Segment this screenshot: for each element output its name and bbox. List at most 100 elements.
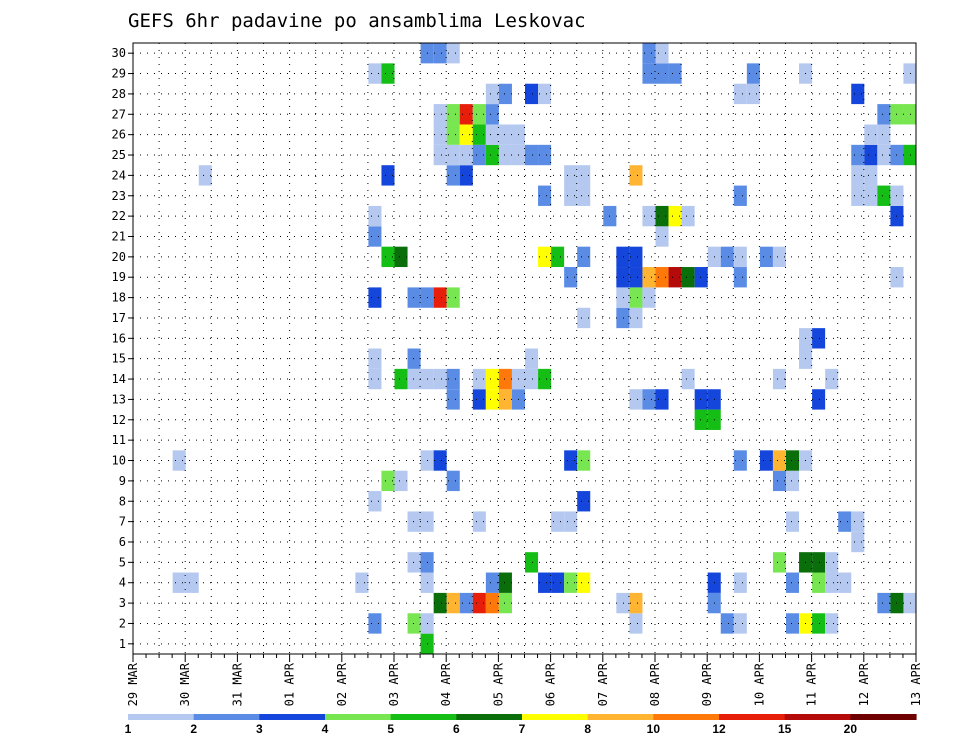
heatmap-cell — [616, 246, 630, 268]
heatmap-cell — [733, 613, 747, 634]
heatmap-cell — [172, 572, 186, 593]
heatmap-cell — [498, 83, 512, 105]
heatmap-cell — [551, 246, 565, 268]
x-tick-label: 12 APR — [857, 662, 871, 706]
y-tick-label: 3 — [119, 596, 126, 610]
heatmap-cell — [446, 368, 460, 390]
heatmap-cell — [825, 572, 839, 593]
y-tick-label: 29 — [112, 67, 126, 81]
legend-color-swatch — [456, 714, 523, 720]
heatmap-cell — [446, 592, 460, 614]
heatmap-cell — [525, 83, 539, 105]
y-tick-label: 11 — [112, 433, 126, 447]
heatmap-cell — [472, 104, 486, 125]
legend-label: 20 — [844, 722, 858, 736]
heatmap-cell — [525, 552, 539, 573]
y-tick-label: 19 — [112, 270, 126, 284]
heatmap-cell — [498, 389, 512, 410]
heatmap-cell — [564, 267, 578, 288]
y-tick-label: 12 — [112, 413, 126, 427]
legend-color-swatch — [784, 714, 851, 720]
heatmap-cell — [786, 572, 800, 593]
heatmap-cell — [446, 43, 460, 64]
legend-color-swatch — [259, 714, 326, 720]
x-axis: 29 MAR 30 MAR 31 MAR 01 APR 02 APR 03 APR 04 A… — [126, 654, 923, 706]
heatmap-cell — [485, 572, 499, 593]
heatmap-cell — [864, 165, 878, 186]
heatmap-cell — [407, 368, 421, 390]
heatmap-cell — [629, 307, 643, 329]
x-tick-label: 08 APR — [648, 662, 662, 706]
heatmap-cell — [903, 592, 916, 614]
heatmap-cell — [694, 389, 708, 410]
heatmap-cell — [629, 165, 643, 186]
heatmap-cell — [877, 144, 891, 166]
x-tick-label: 10 APR — [752, 662, 766, 706]
heatmap-cell — [642, 205, 656, 227]
heatmap-cell — [694, 409, 708, 430]
y-tick-label: 23 — [112, 189, 126, 203]
legend-color-swatch — [653, 714, 720, 720]
heatmap-cell — [172, 450, 186, 471]
heatmap-cell — [564, 572, 578, 593]
heatmap-cell — [733, 572, 747, 593]
heatmap-cell — [733, 450, 747, 471]
heatmap-cell — [368, 491, 382, 512]
y-tick-label: 13 — [112, 392, 126, 406]
heatmap-cell — [433, 124, 447, 145]
heatmap-cell — [446, 287, 460, 308]
heatmap-cell — [446, 124, 460, 145]
heatmap-cell — [485, 83, 499, 105]
heatmap-cell — [642, 63, 656, 84]
legend-color-swatch — [390, 714, 457, 720]
heatmap-cell — [681, 368, 695, 390]
x-tick-label: 31 MAR — [230, 662, 244, 706]
heatmap-cells — [172, 43, 916, 654]
heatmap-cell — [629, 613, 643, 634]
y-tick-label: 24 — [112, 168, 126, 182]
heatmap-cell — [538, 246, 552, 268]
heatmap-cell — [851, 185, 865, 206]
x-tick-label: 06 APR — [544, 662, 558, 706]
y-tick-label: 18 — [112, 291, 126, 305]
heatmap-cell — [733, 246, 747, 268]
x-tick-label: 01 APR — [283, 662, 297, 706]
heatmap-cell — [407, 348, 421, 369]
heatmap-cell — [772, 246, 786, 268]
heatmap-cell — [772, 368, 786, 390]
heatmap-cell — [577, 165, 591, 186]
heatmap-cell — [472, 389, 486, 410]
heatmap-cell — [433, 43, 447, 64]
y-tick-label: 2 — [119, 616, 126, 630]
y-tick-label: 15 — [112, 352, 126, 366]
heatmap-cell — [577, 491, 591, 512]
heatmap-cell — [407, 287, 421, 308]
heatmap-cell — [381, 246, 395, 268]
heatmap-cell — [381, 63, 395, 84]
heatmap-cell — [694, 267, 708, 288]
heatmap-cell — [655, 63, 669, 84]
heatmap-cell — [446, 165, 460, 186]
heatmap-cell — [433, 368, 447, 390]
legend-label: 4 — [322, 722, 329, 736]
heatmap-cell — [772, 470, 786, 492]
x-tick-label: 29 MAR — [126, 662, 140, 706]
y-tick-label: 1 — [119, 637, 126, 651]
heatmap-cell — [733, 83, 747, 105]
heatmap-cell — [746, 83, 760, 105]
heatmap-cell — [538, 572, 552, 593]
heatmap-cell — [851, 144, 865, 166]
heatmap-cell — [903, 144, 916, 166]
heatmap-cell — [825, 613, 839, 634]
heatmap-cell — [616, 267, 630, 288]
y-tick-label: 4 — [119, 576, 126, 590]
heatmap-cell — [538, 144, 552, 166]
heatmap-cell — [198, 165, 212, 186]
heatmap-cell — [472, 592, 486, 614]
heatmap-cell — [655, 43, 669, 64]
heatmap-cell — [577, 185, 591, 206]
heatmap-cell — [759, 450, 773, 471]
legend-label: 12 — [712, 722, 726, 736]
heatmap-cell — [772, 552, 786, 573]
